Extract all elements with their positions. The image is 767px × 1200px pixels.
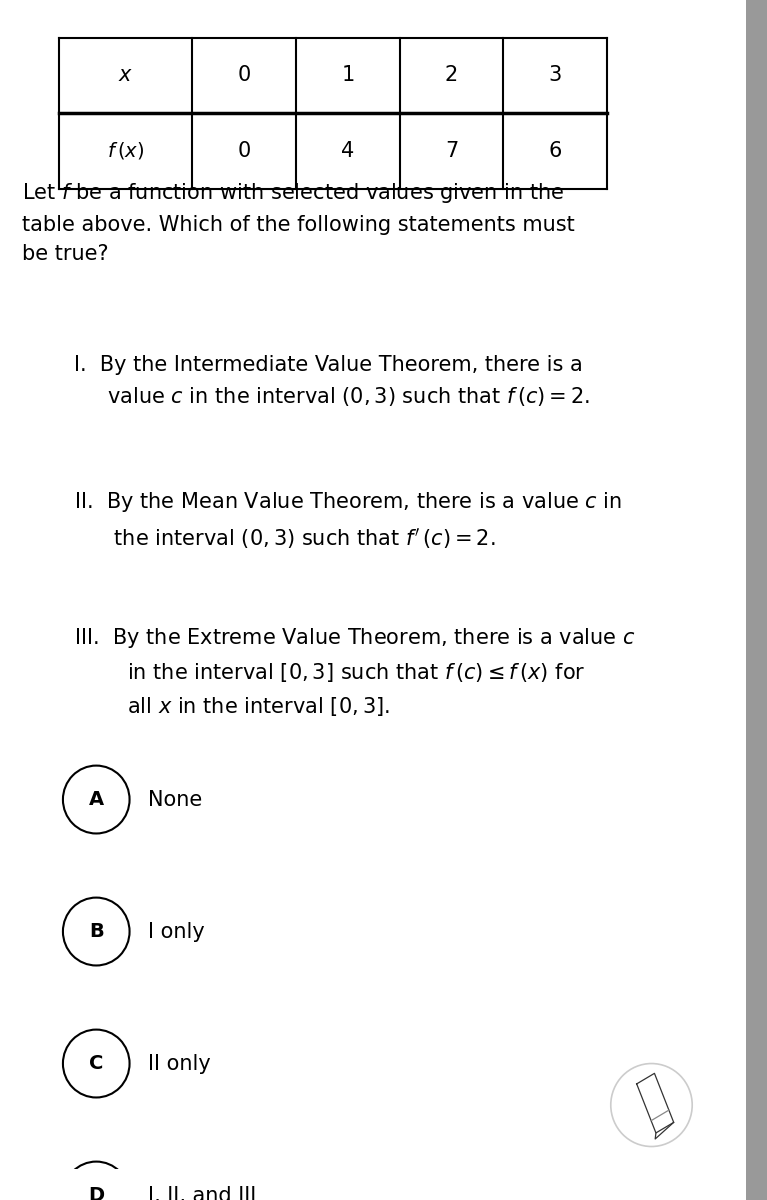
Text: None: None (148, 790, 202, 810)
Text: Let $f$ be a function with selected values given in the
table above. Which of th: Let $f$ be a function with selected valu… (22, 181, 575, 264)
Text: 0: 0 (238, 66, 251, 85)
Text: 3: 3 (548, 66, 562, 85)
Text: 7: 7 (445, 140, 458, 161)
Text: $f\,(x)$: $f\,(x)$ (107, 140, 144, 161)
Text: $x$: $x$ (118, 66, 133, 85)
Text: C: C (89, 1054, 104, 1073)
Text: II only: II only (148, 1054, 211, 1074)
Text: B: B (89, 922, 104, 941)
Text: I only: I only (148, 922, 205, 942)
Text: III.  By the Extreme Value Theorem, there is a value $c$
        in the interval: III. By the Extreme Value Theorem, there… (74, 626, 636, 718)
Text: D: D (88, 1186, 104, 1200)
Text: 2: 2 (445, 66, 458, 85)
Text: 0: 0 (238, 140, 251, 161)
Text: I, II, and III: I, II, and III (148, 1186, 256, 1200)
Text: I.  By the Intermediate Value Theorem, there is a
     value $c$ in the interval: I. By the Intermediate Value Theorem, th… (74, 354, 591, 408)
Text: 1: 1 (341, 66, 354, 85)
Text: 6: 6 (548, 140, 562, 161)
Text: II.  By the Mean Value Theorem, there is a value $c$ in
      the interval $(0, : II. By the Mean Value Theorem, there is … (74, 491, 622, 551)
Circle shape (611, 1063, 692, 1146)
Text: A: A (89, 790, 104, 809)
Text: 4: 4 (341, 140, 354, 161)
